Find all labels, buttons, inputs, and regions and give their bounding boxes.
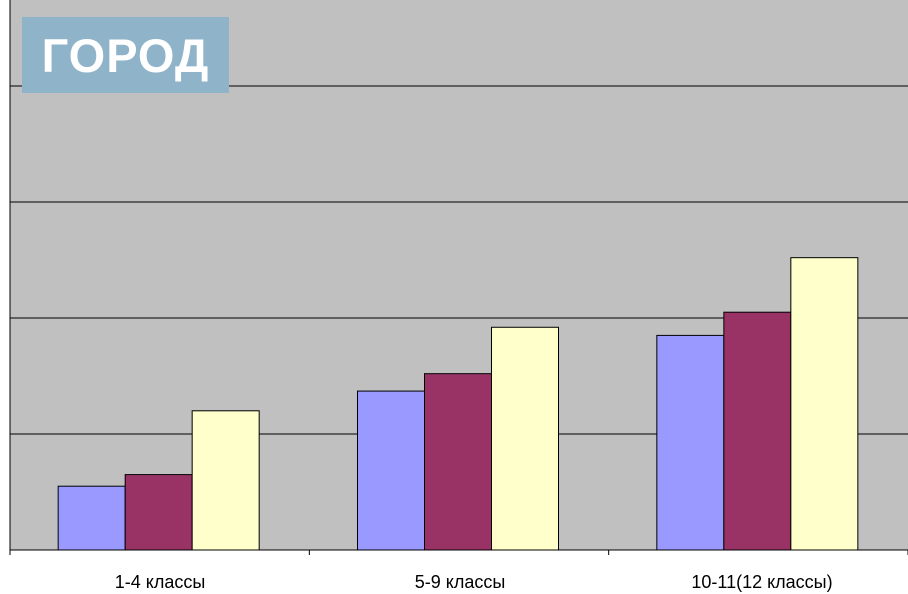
bar-2-cat-2 bbox=[424, 373, 492, 551]
bar-2-cat-3 bbox=[723, 311, 792, 551]
chart-title: ГОРОД bbox=[41, 28, 210, 82]
bar-1-cat-2 bbox=[357, 390, 425, 551]
bar-3-cat-1 bbox=[191, 410, 260, 551]
bar-1-cat-3 bbox=[656, 334, 725, 551]
bars bbox=[57, 257, 859, 551]
category-label: 10-11(12 классы) bbox=[691, 572, 832, 592]
category-label: 5-9 классы bbox=[415, 572, 506, 592]
category-labels: 1-4 классы 5-9 классы 10-11(12 классы) bbox=[115, 572, 833, 592]
x-ticks bbox=[9, 550, 908, 555]
category-label: 1-4 классы bbox=[115, 572, 206, 592]
bar-3-cat-2 bbox=[491, 326, 559, 551]
bar-3-cat-3 bbox=[790, 257, 859, 551]
bar-1-cat-1 bbox=[57, 485, 126, 551]
bar-2-cat-1 bbox=[124, 474, 193, 551]
chart-title-box: ГОРОД bbox=[22, 17, 229, 93]
